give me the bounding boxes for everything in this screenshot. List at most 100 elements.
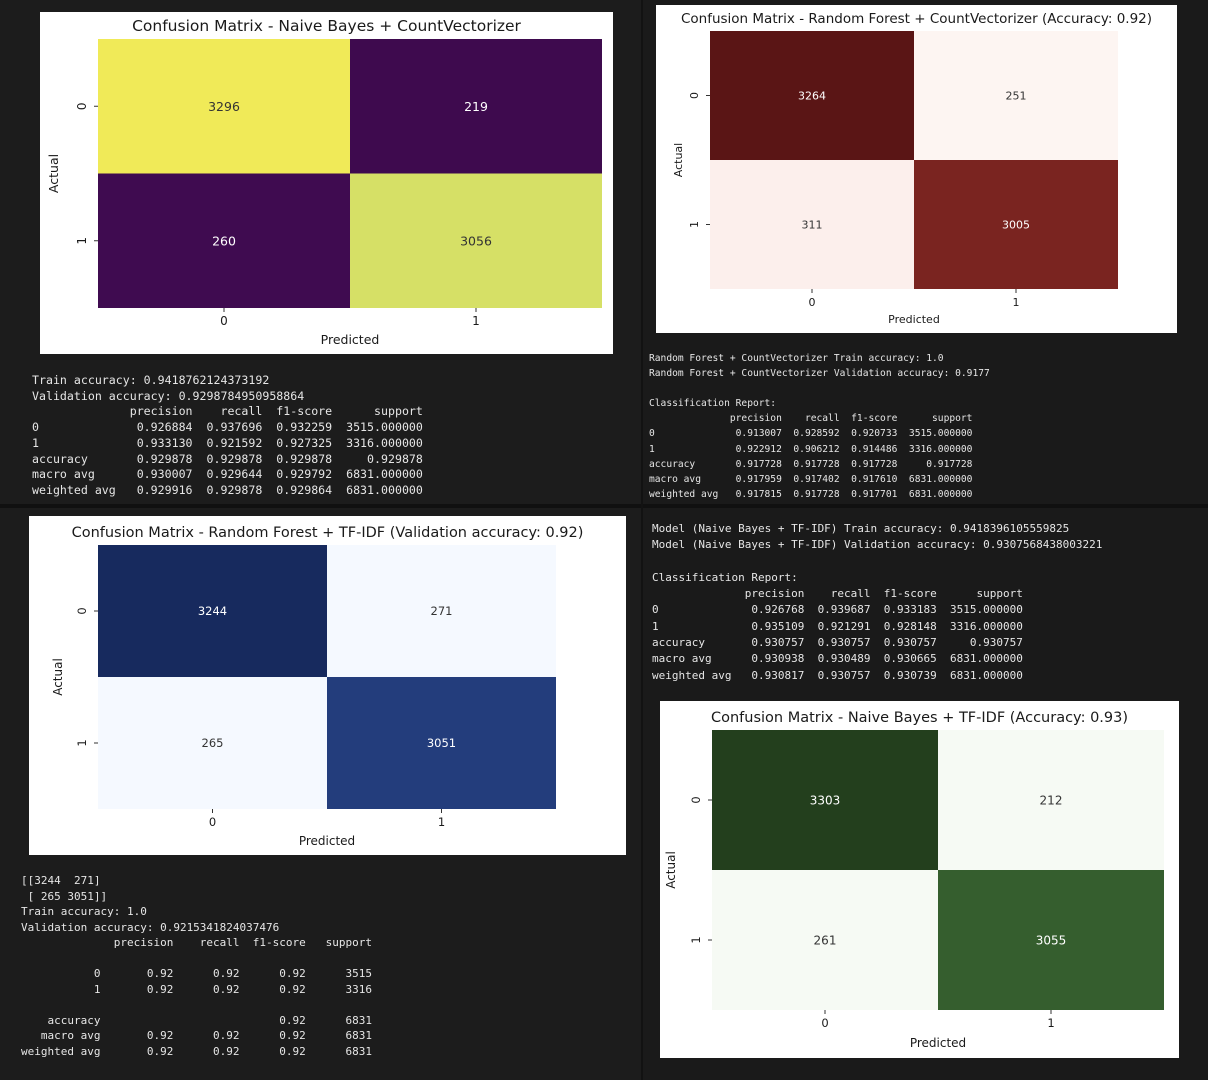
cell-value-r1-c1: 3056 [460,233,492,248]
output-line: 1 0.935109 0.921291 0.928148 3316.000000 [652,619,1023,633]
output-line: Validation accuracy: 0.9298784950958864 [32,388,305,403]
x-axis-label: Predicted [299,834,355,848]
heatmap-cell-r0-c0 [710,31,914,160]
output-line [652,554,1102,570]
vertical-divider [641,0,643,1080]
output-line: [ 265 3051]] [21,889,108,903]
output-line: 0 0.913007 0.928592 0.920733 3515.000000 [649,428,973,440]
output-line: weighted avg 0.930817 0.930757 0.930739 … [652,668,1023,682]
x-axis-label: Predicted [888,313,940,326]
chart-title: Confusion Matrix - Random Forest + TF-ID… [72,525,584,541]
y-tick-label: 1 [75,739,89,746]
heatmap-cell-r1-c1 [914,160,1118,289]
output-line: macro avg 0.930007 0.929644 0.929792 683… [32,467,423,482]
output-line: Validation accuracy: 0.9215341824037476 [21,920,280,934]
cell-value-r1-c0: 261 [814,933,837,947]
output-line: precision recall f1-score support [652,587,1023,601]
cell-value-r0-c1: 212 [1040,793,1063,807]
output-line: [[3244 271] [21,874,101,887]
heatmap-cell-r0-c0 [98,39,350,174]
output-line: precision recall f1-score support [32,404,423,419]
output-line: 1 0.933130 0.921592 0.927325 3316.000000 [32,435,423,450]
output-nb-countvectorizer: Train accuracy: 0.9418762124373192 Valida… [32,373,423,499]
confusion-matrix-rf-tfidf: Confusion Matrix - Random Forest + TF-ID… [29,516,626,855]
output-line: accuracy 0.917728 0.917728 0.917728 0.91… [649,458,973,470]
output-line: weighted avg 0.917815 0.917728 0.917701 … [649,488,973,500]
cell-value-r0-c0: 3264 [798,89,826,102]
cell-value-r1-c1: 3055 [1036,933,1067,947]
heatmap-cell-r0-c1 [938,730,1164,870]
output-line: weighted avg 0.929916 0.929878 0.929864 … [32,482,423,497]
x-axis-label: Predicted [321,332,380,347]
x-axis-label: Predicted [910,1036,966,1050]
y-tick-label: 1 [689,936,703,943]
heatmap-cell-r0-c1 [350,39,602,174]
output-line: 1 0.922912 0.906212 0.914486 3316.000000 [649,443,973,455]
x-tick-label: 0 [809,296,816,309]
output-line: 0 0.926884 0.937696 0.932259 3515.000000 [32,420,423,435]
y-tick-label: 1 [688,221,701,228]
heatmap-cell-r1-c1 [327,677,556,809]
x-tick-label: 1 [438,815,445,829]
x-tick-label: 1 [472,314,480,328]
y-tick-label: 0 [75,607,89,614]
output-line [21,997,372,1013]
heatmap-cell-r0-c1 [327,545,556,677]
output-line: Random Forest + CountVectorizer Train ac… [649,353,944,364]
confusion-matrix-rf-countvectorizer: Confusion Matrix - Random Forest + Count… [656,5,1177,333]
x-tick-label: 0 [821,1016,828,1030]
horizontal-divider [0,504,1208,508]
output-line [649,381,990,396]
heatmap-svg-nb-countvectorizer: Confusion Matrix - Naive Bayes + CountVe… [46,17,602,347]
heatmap-cell-r1-c0 [710,160,914,289]
confusion-matrix-nb-countvectorizer: Confusion Matrix - Naive Bayes + CountVe… [40,12,613,354]
y-axis-label: Actual [46,154,61,193]
output-line: 0 0.926768 0.939687 0.933183 3515.000000 [652,603,1023,617]
output-line: Model (Naive Bayes + TF-IDF) Train accur… [652,522,1070,535]
y-tick-label: 0 [689,796,703,803]
output-line [21,951,372,967]
heatmap-cell-r1-c0 [98,173,350,308]
output-line: precision recall f1-score support [21,936,372,949]
output-line: Classification Report: [649,398,777,410]
y-tick-label: 0 [75,102,89,110]
heatmap-cell-r0-c0 [98,545,327,677]
output-line: Train accuracy: 0.9418762124373192 [32,373,270,387]
output-line: accuracy 0.929878 0.929878 0.929878 0.92… [32,451,423,466]
output-line: accuracy 0.930757 0.930757 0.930757 0.93… [652,636,1023,650]
output-line: 0 0.92 0.92 0.92 3515 [21,967,372,980]
y-axis-label: Actual [664,851,678,889]
output-line: macro avg 0.92 0.92 0.92 6831 [21,1029,372,1042]
heatmap-cell-r0-c1 [914,31,1118,160]
cell-value-r0-c0: 3244 [198,604,227,618]
cell-value-r1-c1: 3005 [1002,218,1030,231]
cell-value-r1-c0: 311 [802,218,823,231]
cell-value-r0-c1: 271 [431,604,453,618]
cell-value-r0-c1: 219 [464,99,488,114]
x-tick-label: 1 [1047,1016,1054,1030]
x-tick-label: 0 [209,815,216,829]
output-line: accuracy 0.92 6831 [21,1013,372,1027]
chart-title: Confusion Matrix - Random Forest + Count… [681,11,1152,27]
output-line: macro avg 0.930938 0.930489 0.930665 683… [652,652,1023,666]
cell-value-r1-c0: 265 [202,736,224,750]
output-line: weighted avg 0.92 0.92 0.92 6831 [21,1044,372,1058]
heatmap-cell-r1-c1 [350,173,602,308]
output-line: Classification Report: [652,570,798,584]
cell-value-r1-c1: 3051 [427,736,456,750]
y-tick-label: 1 [75,237,89,245]
cell-value-r0-c0: 3296 [208,99,240,114]
output-line: Model (Naive Bayes + TF-IDF) Validation … [652,538,1103,552]
heatmap-cell-r1-c0 [98,677,327,809]
heatmap-cell-r1-c0 [712,870,938,1010]
heatmap-svg-rf-tfidf: Confusion Matrix - Random Forest + TF-ID… [51,525,584,848]
output-rf-tfidf: [[3244 271] [ 265 3051]] Train accuracy: … [21,873,372,1059]
chart-title: Confusion Matrix - Naive Bayes + TF-IDF … [711,710,1128,726]
x-tick-label: 1 [1013,296,1020,309]
heatmap-cell-r1-c1 [938,870,1164,1010]
output-nb-tfidf: Model (Naive Bayes + TF-IDF) Train accur… [652,521,1102,684]
cell-value-r0-c1: 251 [1006,89,1027,102]
y-axis-label: Actual [51,658,65,696]
heatmap-svg-rf-countvectorizer: Confusion Matrix - Random Forest + Count… [672,11,1152,326]
output-rf-countvectorizer: Random Forest + CountVectorizer Train ac… [649,351,990,502]
